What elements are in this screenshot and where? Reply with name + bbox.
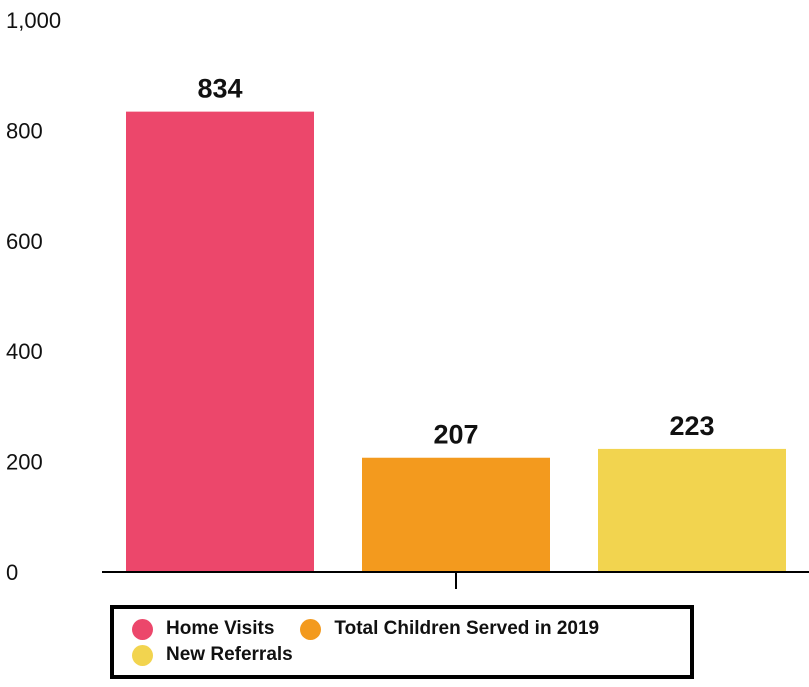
y-tick-label: 400 <box>6 339 43 364</box>
bar-data-label: 834 <box>197 74 242 104</box>
y-tick-label: 0 <box>6 560 18 585</box>
y-axis-ticks: 0 200 400 600 800 1,000 <box>6 8 61 585</box>
legend-swatch-icon <box>300 618 322 640</box>
y-tick-label: 200 <box>6 450 43 475</box>
legend-swatch-icon <box>132 644 153 666</box>
legend-item-total-children-served: Total Children Served in 2019 <box>300 616 599 642</box>
y-tick-label: 800 <box>6 118 43 143</box>
bar <box>126 111 314 572</box>
legend: Home Visits Total Children Served in 201… <box>110 605 694 679</box>
bar-data-label: 207 <box>433 420 478 450</box>
bar-data-labels: 834 207 223 <box>197 74 714 450</box>
legend-item-new-referrals: New Referrals <box>132 642 293 668</box>
legend-label: Total Children Served in 2019 <box>334 618 600 639</box>
legend-swatch-icon <box>132 618 153 640</box>
y-tick-label: 600 <box>6 229 43 254</box>
bars <box>126 111 786 572</box>
bar <box>362 457 550 572</box>
legend-item-home-visits: Home Visits <box>132 616 274 642</box>
legend-label: Home Visits <box>166 618 275 639</box>
bar <box>598 448 786 572</box>
bar-data-label: 223 <box>669 411 714 441</box>
y-tick-label: 1,000 <box>6 8 61 33</box>
legend-label: New Referrals <box>166 644 293 665</box>
